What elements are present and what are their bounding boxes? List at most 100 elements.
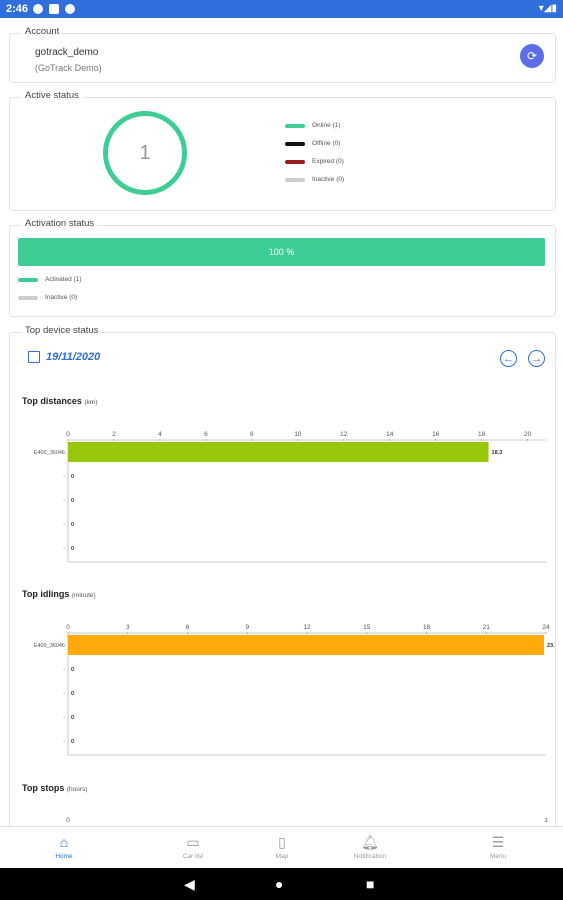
value-label: 18.3 — [492, 450, 503, 456]
bell-icon: 🔔︎ — [361, 834, 379, 850]
legend-swatch — [285, 141, 305, 146]
value-label: 23.9 — [547, 643, 555, 649]
x-tick-label: 10 — [294, 431, 302, 438]
value-label: 0 — [71, 474, 74, 480]
active-count-ring: 1 — [103, 111, 187, 195]
top-device-status-card: Top device status 19/11/2020 ← → Top dis… — [9, 325, 556, 853]
nav-item-label: Car list — [182, 853, 204, 860]
account-username: gotrack_demo — [35, 47, 99, 58]
arrow-left-icon[interactable]: ← — [500, 350, 517, 367]
active-legend-item: Offline (0) — [285, 140, 340, 147]
x-tick-label: 6 — [204, 431, 208, 438]
x-tick-label: 1 — [544, 817, 548, 824]
value-label: 0 — [71, 715, 74, 721]
account-legend: Account — [22, 26, 63, 37]
legend-label: Inactive (0) — [312, 176, 345, 183]
value-label: 0 — [71, 522, 74, 528]
arrow-right-icon[interactable]: → — [528, 350, 545, 367]
map-icon: ▯ — [278, 834, 286, 850]
home-icon: ⌂ — [59, 834, 69, 850]
account-display-name: (GoTrack Demo) — [35, 63, 102, 73]
menu-icon: ☰ — [491, 834, 505, 850]
nav-item-label: Menu — [489, 853, 507, 860]
activation-progress-bar: 100 % — [18, 238, 545, 266]
chart-title-text: Top stops — [22, 783, 65, 793]
value-label: 0 — [71, 739, 74, 745]
active-legend-item: Inactive (0) — [285, 176, 344, 183]
nav-item-notification[interactable]: 🔔︎ Notification — [330, 827, 410, 869]
legend-swatch — [18, 277, 38, 282]
nav-item-label: Map — [275, 853, 289, 860]
category-label: - — [63, 667, 65, 673]
legend-label: Expired (0) — [312, 158, 344, 165]
back-icon[interactable]: ◀ — [184, 876, 195, 892]
nav-item-home[interactable]: ⌂ Home — [24, 827, 104, 869]
top-device-status-legend: Top device status — [22, 325, 102, 336]
legend-swatch — [285, 177, 305, 182]
nav-item-map[interactable]: ▯ Map — [242, 827, 322, 869]
x-tick-label: 8 — [250, 431, 254, 438]
home-circle-icon[interactable]: ● — [275, 876, 284, 892]
legend-swatch — [285, 123, 305, 128]
status-time: 2:46 — [6, 3, 29, 15]
sim-icon — [49, 4, 59, 14]
active-count: 1 — [139, 141, 151, 164]
active-legend-item: Expired (0) — [285, 158, 344, 165]
activation-status-legend: Activation status — [22, 218, 98, 229]
activation-status-card: Activation status 100 % Activated (1) Ina… — [9, 218, 556, 317]
x-tick-label: 2 — [112, 431, 116, 438]
value-label: 0 — [71, 546, 74, 552]
nav-item-car-list[interactable]: ▭ Car list — [153, 827, 233, 869]
category-label: - — [63, 474, 65, 480]
active-status-legend: Active status — [22, 90, 82, 101]
x-tick-label: 6 — [186, 624, 190, 631]
system-navigation-bar: ◀ ● ■ — [0, 868, 563, 900]
x-tick-label: 18 — [423, 624, 431, 631]
nav-item-menu[interactable]: ☰ Menu — [458, 827, 538, 869]
chart-unit: (hours) — [66, 786, 88, 793]
app-notification-icon-2 — [65, 4, 75, 14]
x-tick-label: 16 — [432, 431, 440, 438]
activation-legend-item: Inactive (0) — [18, 294, 77, 301]
bottom-navigation: ⌂ Home ▭ Car list ▯ Map 🔔︎ Notification ☰ Menu — [0, 826, 563, 869]
nav-item-label: Notification — [353, 853, 387, 860]
legend-swatch — [285, 159, 305, 164]
x-tick-label: 0 — [66, 624, 70, 631]
x-tick-label: 4 — [158, 431, 162, 438]
active-status-card: Active status 1 Online (1) Offline (0) Exp… — [9, 90, 556, 211]
x-tick-label: 21 — [483, 624, 491, 631]
status-bar: 2:46 ▾◢▮ — [0, 0, 563, 18]
car-icon: ▭ — [186, 834, 200, 850]
x-tick-label: 12 — [303, 624, 311, 631]
app-notification-icon — [33, 4, 43, 14]
value-label: 0 — [71, 667, 74, 673]
value-label: 0 — [71, 498, 74, 504]
category-label: - — [63, 739, 65, 745]
category-label: E400_36046 — [34, 643, 65, 649]
sync-icon[interactable]: ⟳ — [520, 44, 544, 68]
x-tick-label: 14 — [386, 431, 394, 438]
recents-icon[interactable]: ■ — [366, 876, 375, 892]
value-label: 0 — [71, 691, 74, 697]
x-tick-label: 9 — [245, 624, 249, 631]
chart-title-text: Top idlings — [22, 589, 70, 599]
account-card: Account gotrack_demo (GoTrack Demo) ⟳ — [9, 26, 556, 83]
chart-unit: (km) — [84, 399, 98, 406]
active-legend-item: Online (1) — [285, 122, 341, 129]
x-tick-label: 12 — [340, 431, 348, 438]
category-label: E400_36046 — [34, 450, 65, 456]
bar — [68, 635, 545, 655]
legend-label: Offline (0) — [312, 140, 341, 147]
selected-date: 19/11/2020 — [46, 351, 101, 363]
x-tick-label: 18 — [478, 431, 486, 438]
x-tick-label: 15 — [363, 624, 371, 631]
chart-title-distances: Top distances (km) — [22, 396, 97, 406]
x-tick-label: 3 — [126, 624, 130, 631]
date-picker[interactable]: 19/11/2020 — [28, 351, 100, 363]
bar — [68, 442, 489, 462]
chart-title-stops: Top stops (hours) — [22, 783, 87, 793]
x-tick-label: 20 — [524, 431, 532, 438]
